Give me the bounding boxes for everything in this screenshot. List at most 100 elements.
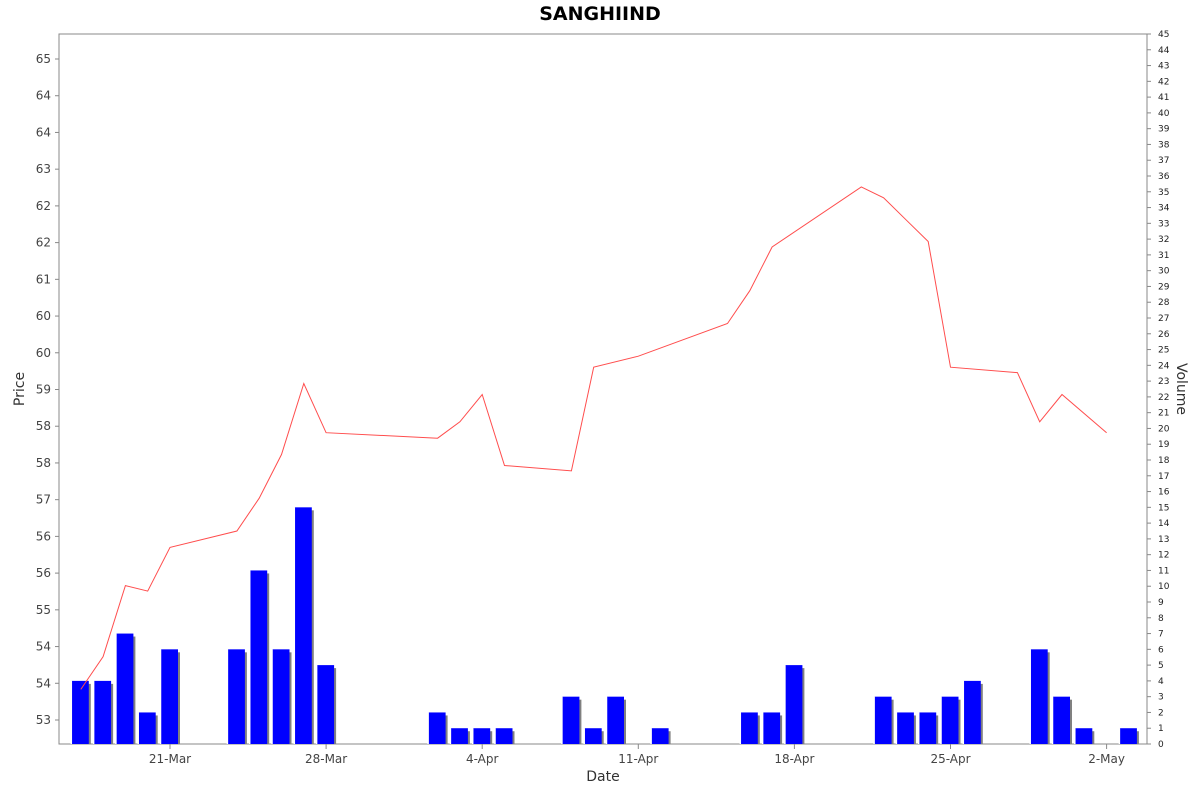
volume-tick-label: 26 — [1158, 330, 1170, 340]
date-tick-label: 28-Mar — [305, 752, 347, 766]
volume-tick-label: 34 — [1158, 204, 1170, 214]
price-tick-label: 65 — [36, 52, 51, 66]
price-tick-label: 57 — [36, 493, 51, 507]
volume-tick-label: 1 — [1158, 724, 1164, 734]
volume-bar — [294, 507, 312, 744]
volume-bar — [1030, 649, 1048, 744]
volume-bar — [584, 728, 602, 744]
price-tick-label: 61 — [36, 272, 51, 286]
volume-bar — [963, 680, 981, 744]
volume-tick-label: 0 — [1158, 740, 1164, 750]
volume-tick-label: 41 — [1158, 93, 1169, 103]
volume-bar — [317, 665, 335, 744]
volume-tick-label: 7 — [1158, 630, 1164, 640]
volume-bar — [272, 649, 290, 744]
date-tick-label: 2-May — [1088, 752, 1125, 766]
price-tick-label: 55 — [36, 603, 51, 617]
volume-tick-label: 25 — [1158, 346, 1169, 356]
volume-bar — [941, 696, 959, 744]
volume-tick-label: 24 — [1158, 361, 1170, 371]
volume-bar — [94, 680, 112, 744]
volume-bars — [70, 507, 1139, 744]
price-tick-label: 54 — [36, 676, 51, 690]
price-tick-label: 56 — [36, 529, 51, 543]
volume-bar — [1075, 728, 1093, 744]
volume-tick-label: 29 — [1158, 282, 1170, 292]
volume-bar — [740, 712, 758, 744]
volume-tick-label: 33 — [1158, 219, 1169, 229]
date-tick-label: 21-Mar — [149, 752, 191, 766]
volume-bar — [116, 633, 134, 744]
price-tick-label: 63 — [36, 162, 51, 176]
price-tick-label: 64 — [36, 125, 51, 139]
volume-bar — [607, 696, 624, 744]
volume-tick-label: 5 — [1158, 661, 1164, 671]
y-axis-title: Price — [12, 372, 28, 406]
volume-tick-label: 18 — [1158, 456, 1170, 466]
volume-tick-label: 30 — [1158, 267, 1170, 277]
volume-bar — [495, 728, 513, 744]
volume-tick-label: 14 — [1158, 519, 1170, 529]
volume-tick-label: 44 — [1158, 46, 1170, 56]
volume-bar — [763, 712, 781, 744]
price-tick-label: 62 — [36, 236, 51, 250]
volume-tick-label: 21 — [1158, 409, 1169, 419]
price-tick-label: 60 — [36, 309, 51, 323]
volume-bar — [785, 665, 803, 744]
volume-tick-label: 28 — [1158, 298, 1170, 308]
volume-tick-label: 39 — [1158, 125, 1170, 135]
date-tick-label: 18-Apr — [774, 752, 814, 766]
volume-bar — [161, 649, 178, 744]
volume-bar — [651, 728, 669, 744]
volume-tick-label: 6 — [1158, 645, 1164, 655]
price-tick-label: 56 — [36, 566, 51, 580]
volume-bar — [250, 570, 268, 744]
volume-tick-label: 45 — [1158, 30, 1169, 40]
price-line — [80, 186, 1107, 690]
volume-tick-label: 17 — [1158, 472, 1169, 482]
price-axis: 53 54 54 55 56 56 57 58 58 59 60 60 61 62 62 63 64 64 65 — [36, 52, 59, 727]
price-tick-label: 54 — [36, 640, 51, 654]
price-tick-label: 58 — [36, 456, 51, 470]
price-tick-label: 64 — [36, 89, 51, 103]
volume-bar — [227, 649, 245, 744]
volume-tick-label: 36 — [1158, 172, 1170, 182]
volume-tick-label: 23 — [1158, 377, 1169, 387]
volume-tick-label: 38 — [1158, 140, 1170, 150]
volume-tick-label: 43 — [1158, 62, 1169, 72]
volume-tick-label: 27 — [1158, 314, 1169, 324]
date-tick-label: 11-Apr — [618, 752, 658, 766]
price-tick-label: 60 — [36, 346, 51, 360]
volume-tick-label: 19 — [1158, 440, 1170, 450]
price-tick-label: 58 — [36, 419, 51, 433]
volume-bar — [473, 728, 491, 744]
x-axis-title: Date — [586, 769, 619, 785]
volume-tick-label: 3 — [1158, 693, 1164, 703]
price-tick-label: 62 — [36, 199, 51, 213]
volume-tick-label: 10 — [1158, 582, 1170, 592]
chart-title: SANGHIIND — [539, 3, 661, 25]
volume-tick-label: 42 — [1158, 77, 1169, 87]
price-tick-label: 53 — [36, 713, 51, 727]
date-tick-label: 25-Apr — [930, 752, 970, 766]
volume-bar — [919, 712, 937, 744]
volume-bar — [896, 712, 914, 744]
volume-tick-label: 13 — [1158, 535, 1169, 545]
volume-bar — [450, 728, 468, 744]
volume-tick-label: 12 — [1158, 551, 1169, 561]
date-tick-label: 4-Apr — [466, 752, 499, 766]
volume-tick-label: 22 — [1158, 393, 1169, 403]
volume-tick-label: 9 — [1158, 598, 1164, 608]
y2-axis-title: Volume — [1173, 363, 1189, 415]
volume-tick-label: 31 — [1158, 251, 1169, 261]
volume-bar — [562, 696, 580, 744]
volume-bar — [1053, 696, 1070, 744]
volume-bar — [874, 696, 892, 744]
plot-frame — [58, 33, 1148, 745]
volume-tick-label: 11 — [1158, 566, 1169, 576]
volume-tick-label: 20 — [1158, 424, 1170, 434]
volume-bar — [428, 712, 446, 744]
volume-bar — [71, 680, 89, 744]
volume-tick-label: 8 — [1158, 614, 1164, 624]
